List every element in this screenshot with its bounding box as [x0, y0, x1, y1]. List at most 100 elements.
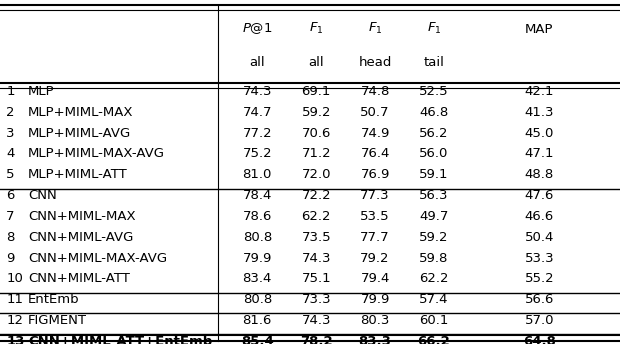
Text: 57.0: 57.0: [525, 314, 554, 327]
Text: 77.3: 77.3: [360, 189, 390, 202]
Text: 78.6: 78.6: [242, 210, 272, 223]
Text: 59.8: 59.8: [419, 251, 449, 265]
Text: tail: tail: [423, 56, 445, 69]
Text: 60.1: 60.1: [419, 314, 449, 327]
Text: all: all: [249, 56, 265, 69]
Text: $F_1$: $F_1$: [368, 21, 383, 36]
Text: CNN: CNN: [28, 189, 56, 202]
Text: 74.3: 74.3: [301, 314, 331, 327]
Text: 75.2: 75.2: [242, 148, 272, 160]
Text: 59.1: 59.1: [419, 168, 449, 181]
Text: 76.4: 76.4: [360, 148, 390, 160]
Text: MLP: MLP: [28, 85, 55, 98]
Text: 75.1: 75.1: [301, 272, 331, 286]
Text: 74.8: 74.8: [360, 85, 390, 98]
Text: 85.4: 85.4: [241, 335, 273, 344]
Text: 52.5: 52.5: [419, 85, 449, 98]
Text: 70.6: 70.6: [301, 127, 331, 140]
Text: 80.8: 80.8: [242, 231, 272, 244]
Text: 83.3: 83.3: [358, 335, 392, 344]
Text: CNN+MIML-MAX: CNN+MIML-MAX: [28, 210, 136, 223]
Text: 62.2: 62.2: [419, 272, 449, 286]
Text: 56.0: 56.0: [419, 148, 449, 160]
Text: 74.3: 74.3: [301, 251, 331, 265]
Text: 74.3: 74.3: [242, 85, 272, 98]
Text: 41.3: 41.3: [525, 106, 554, 119]
Text: FIGMENT: FIGMENT: [28, 314, 87, 327]
Text: EntEmb: EntEmb: [28, 293, 79, 306]
Text: 50.7: 50.7: [360, 106, 390, 119]
Text: 56.2: 56.2: [419, 127, 449, 140]
Text: 72.2: 72.2: [301, 189, 331, 202]
Text: 13: 13: [6, 335, 25, 344]
Text: CNN+MIML-AVG: CNN+MIML-AVG: [28, 231, 133, 244]
Text: 79.9: 79.9: [242, 251, 272, 265]
Text: 74.9: 74.9: [360, 127, 390, 140]
Text: 9: 9: [6, 251, 15, 265]
Text: MLP+MIML-ATT: MLP+MIML-ATT: [28, 168, 128, 181]
Text: 55.2: 55.2: [525, 272, 554, 286]
Text: 72.0: 72.0: [301, 168, 331, 181]
Text: MLP+MIML-MAX: MLP+MIML-MAX: [28, 106, 133, 119]
Text: 2: 2: [6, 106, 15, 119]
Text: 46.8: 46.8: [419, 106, 449, 119]
Text: 12: 12: [6, 314, 23, 327]
Text: 83.4: 83.4: [242, 272, 272, 286]
Text: 6: 6: [6, 189, 15, 202]
Text: 73.3: 73.3: [301, 293, 331, 306]
Text: 4: 4: [6, 148, 15, 160]
Text: 76.9: 76.9: [360, 168, 390, 181]
Text: 7: 7: [6, 210, 15, 223]
Text: 47.1: 47.1: [525, 148, 554, 160]
Text: 3: 3: [6, 127, 15, 140]
Text: MLP+MIML-MAX-AVG: MLP+MIML-MAX-AVG: [28, 148, 165, 160]
Text: $P$@1: $P$@1: [242, 21, 273, 36]
Text: $F_1$: $F_1$: [309, 21, 324, 36]
Text: 69.1: 69.1: [301, 85, 331, 98]
Text: 11: 11: [6, 293, 23, 306]
Text: $F_1$: $F_1$: [427, 21, 441, 36]
Text: 81.6: 81.6: [242, 314, 272, 327]
Text: 78.2: 78.2: [300, 335, 332, 344]
Text: 5: 5: [6, 168, 15, 181]
Text: 80.8: 80.8: [242, 293, 272, 306]
Text: 62.2: 62.2: [301, 210, 331, 223]
Text: 47.6: 47.6: [525, 189, 554, 202]
Text: MLP+MIML-AVG: MLP+MIML-AVG: [28, 127, 131, 140]
Text: 79.9: 79.9: [360, 293, 390, 306]
Text: 56.3: 56.3: [419, 189, 449, 202]
Text: 59.2: 59.2: [419, 231, 449, 244]
Text: 81.0: 81.0: [242, 168, 272, 181]
Text: 79.2: 79.2: [360, 251, 390, 265]
Text: 66.2: 66.2: [418, 335, 450, 344]
Text: 56.6: 56.6: [525, 293, 554, 306]
Text: 50.4: 50.4: [525, 231, 554, 244]
Text: 53.5: 53.5: [360, 210, 390, 223]
Text: 64.8: 64.8: [523, 335, 556, 344]
Text: 53.3: 53.3: [525, 251, 554, 265]
Text: MAP: MAP: [525, 23, 554, 36]
Text: 71.2: 71.2: [301, 148, 331, 160]
Text: 46.6: 46.6: [525, 210, 554, 223]
Text: 79.4: 79.4: [360, 272, 390, 286]
Text: 78.4: 78.4: [242, 189, 272, 202]
Text: 49.7: 49.7: [419, 210, 449, 223]
Text: head: head: [358, 56, 392, 69]
Text: all: all: [308, 56, 324, 69]
Text: 10: 10: [6, 272, 23, 286]
Text: 57.4: 57.4: [419, 293, 449, 306]
Text: 1: 1: [6, 85, 15, 98]
Text: 77.7: 77.7: [360, 231, 390, 244]
Text: 77.2: 77.2: [242, 127, 272, 140]
Text: 73.5: 73.5: [301, 231, 331, 244]
Text: 59.2: 59.2: [301, 106, 331, 119]
Text: CNN+MIML-ATT+EntEmb: CNN+MIML-ATT+EntEmb: [28, 335, 212, 344]
Text: 45.0: 45.0: [525, 127, 554, 140]
Text: 74.7: 74.7: [242, 106, 272, 119]
Text: 80.3: 80.3: [360, 314, 390, 327]
Text: 42.1: 42.1: [525, 85, 554, 98]
Text: CNN+MIML-MAX-AVG: CNN+MIML-MAX-AVG: [28, 251, 167, 265]
Text: 8: 8: [6, 231, 15, 244]
Text: 48.8: 48.8: [525, 168, 554, 181]
Text: CNN+MIML-ATT: CNN+MIML-ATT: [28, 272, 130, 286]
